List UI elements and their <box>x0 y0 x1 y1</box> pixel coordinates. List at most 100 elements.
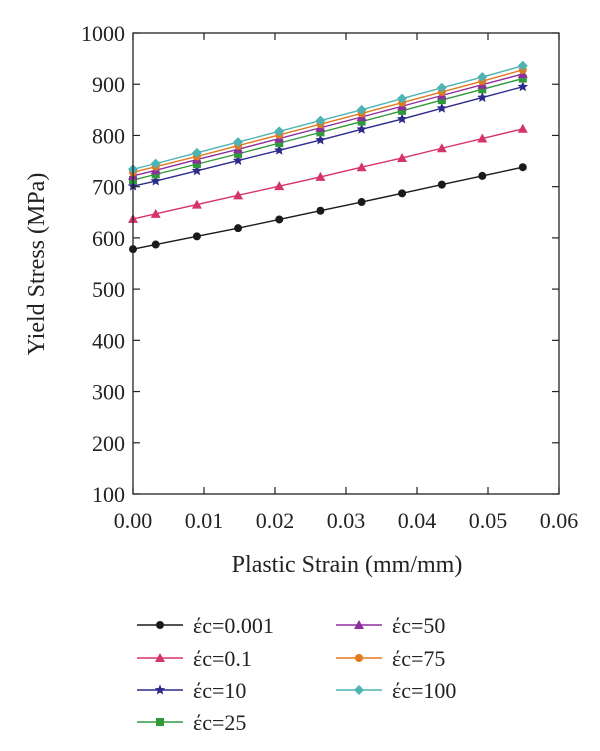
data-point <box>150 175 161 186</box>
data-point <box>478 171 487 180</box>
series-line <box>132 166 523 250</box>
data-point <box>436 102 448 113</box>
series-3 <box>127 81 529 191</box>
legend-marker <box>355 654 363 662</box>
data-point <box>357 198 366 207</box>
y-tick-label: 900 <box>92 72 125 97</box>
legend-marker <box>354 620 364 629</box>
legend-label: έc=25 <box>193 710 246 735</box>
data-point <box>518 163 527 172</box>
data-point <box>477 92 488 102</box>
data-point <box>233 137 244 148</box>
axes: 100 200 300 400 500 600 700 800 900 1000 0.00 0.01 0… <box>81 21 578 533</box>
data-point <box>436 82 447 93</box>
data-point <box>191 199 202 209</box>
legend: έc=0.001 έc=0.1 έc=10 έc=25 έc=50 έc=75 έc=100 <box>137 613 456 735</box>
y-tick-label: 500 <box>92 277 125 302</box>
legend-label: έc=50 <box>392 613 445 638</box>
x-tick-label: 0.05 <box>469 508 508 533</box>
data-point <box>397 93 408 104</box>
data-point <box>192 160 201 169</box>
y-tick-label: 800 <box>92 123 125 148</box>
data-point <box>396 113 408 124</box>
data-point <box>274 144 285 155</box>
data-point <box>274 181 285 191</box>
data-point <box>517 60 528 71</box>
data-point <box>356 104 367 115</box>
data-point <box>356 123 367 134</box>
x-axis-title: Plastic Strain (mm/mm) <box>232 552 463 578</box>
legend-item: έc=75 <box>336 646 445 671</box>
legend-marker <box>156 718 164 726</box>
y-tick-label: 100 <box>92 482 125 507</box>
data-point <box>316 128 325 137</box>
y-tick-label: 300 <box>92 380 125 405</box>
legend-label: έc=0.1 <box>193 646 252 671</box>
series-line <box>132 69 523 173</box>
legend-item: έc=100 <box>336 678 456 703</box>
legend-label: έc=100 <box>392 678 456 703</box>
x-tick-label: 0.04 <box>398 508 437 533</box>
data-point <box>436 143 447 153</box>
plot-area <box>127 60 529 254</box>
series-4 <box>129 74 527 185</box>
y-tick-label: 700 <box>92 175 125 200</box>
series-line <box>132 86 523 187</box>
legend-marker <box>354 685 364 695</box>
data-point <box>234 224 243 233</box>
x-tick-label: 0.00 <box>114 508 153 533</box>
x-tick-label: 0.03 <box>327 508 366 533</box>
series-line <box>132 65 523 170</box>
data-point <box>398 106 407 115</box>
data-point <box>151 170 160 179</box>
series-line <box>132 128 523 220</box>
legend-item: έc=0.001 <box>137 613 274 638</box>
y-tick-label: 600 <box>92 226 125 251</box>
data-point <box>478 85 487 94</box>
data-point <box>234 149 243 158</box>
legend-label: έc=75 <box>392 646 445 671</box>
data-point <box>150 158 161 169</box>
x-tick-label: 0.06 <box>540 508 579 533</box>
data-point <box>398 189 407 198</box>
data-point <box>315 134 326 145</box>
legend-label: έc=10 <box>193 678 246 703</box>
data-point <box>517 123 528 133</box>
data-point <box>191 147 202 158</box>
x-tick-label: 0.02 <box>256 508 295 533</box>
legend-item: έc=25 <box>137 710 246 735</box>
legend-item: έc=10 <box>137 678 246 703</box>
data-point <box>150 208 161 218</box>
series-6 <box>129 65 527 177</box>
data-point <box>517 81 529 92</box>
data-point <box>151 240 160 249</box>
data-point <box>192 232 201 241</box>
y-tick-label: 400 <box>92 328 125 353</box>
legend-marker <box>154 684 166 695</box>
data-point <box>274 126 285 137</box>
data-point <box>275 139 284 148</box>
data-point <box>397 152 408 162</box>
data-point <box>233 190 244 200</box>
y-axis-title: Yield Stress (MPa) <box>24 173 50 356</box>
data-point <box>357 117 366 126</box>
y-tick-label: 200 <box>92 431 125 456</box>
data-point <box>477 72 488 83</box>
plot-frame <box>132 32 560 495</box>
legend-label: έc=0.001 <box>193 613 274 638</box>
x-tick-label: 0.01 <box>185 508 224 533</box>
series-2 <box>128 123 528 223</box>
data-point <box>437 96 446 105</box>
data-point <box>356 162 367 172</box>
data-point <box>315 171 326 181</box>
series-line <box>132 77 523 181</box>
data-point <box>477 133 488 143</box>
legend-item: έc=0.1 <box>137 646 252 671</box>
series-7 <box>128 60 528 175</box>
data-point <box>316 206 325 215</box>
data-point <box>437 180 446 189</box>
data-point <box>518 74 527 83</box>
legend-marker <box>156 621 164 629</box>
legend-marker <box>155 653 165 662</box>
